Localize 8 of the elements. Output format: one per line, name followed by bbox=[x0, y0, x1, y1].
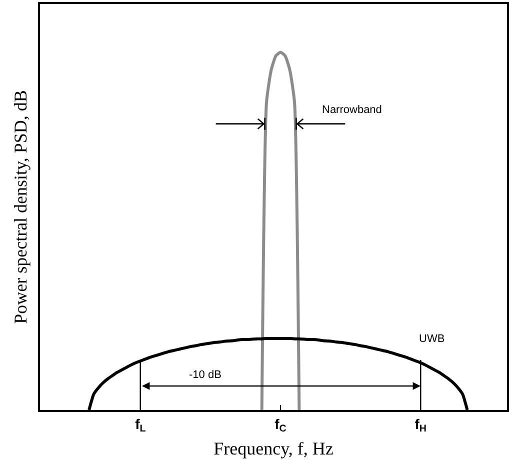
annotation: Narrowband bbox=[322, 104, 382, 116]
x-tick-label: f$_{C}$ bbox=[274, 416, 286, 435]
annotation: UWB bbox=[419, 333, 445, 345]
y-axis-title: Power spectral density, PSD, dB bbox=[10, 90, 31, 324]
x-tick-label: f$_{H}$ bbox=[414, 416, 426, 435]
annotation: -10 dB bbox=[189, 369, 222, 381]
x-axis-title: Frequency, f, Hz bbox=[214, 438, 334, 458]
x-tick-label: f$_{L}$ bbox=[135, 416, 146, 435]
